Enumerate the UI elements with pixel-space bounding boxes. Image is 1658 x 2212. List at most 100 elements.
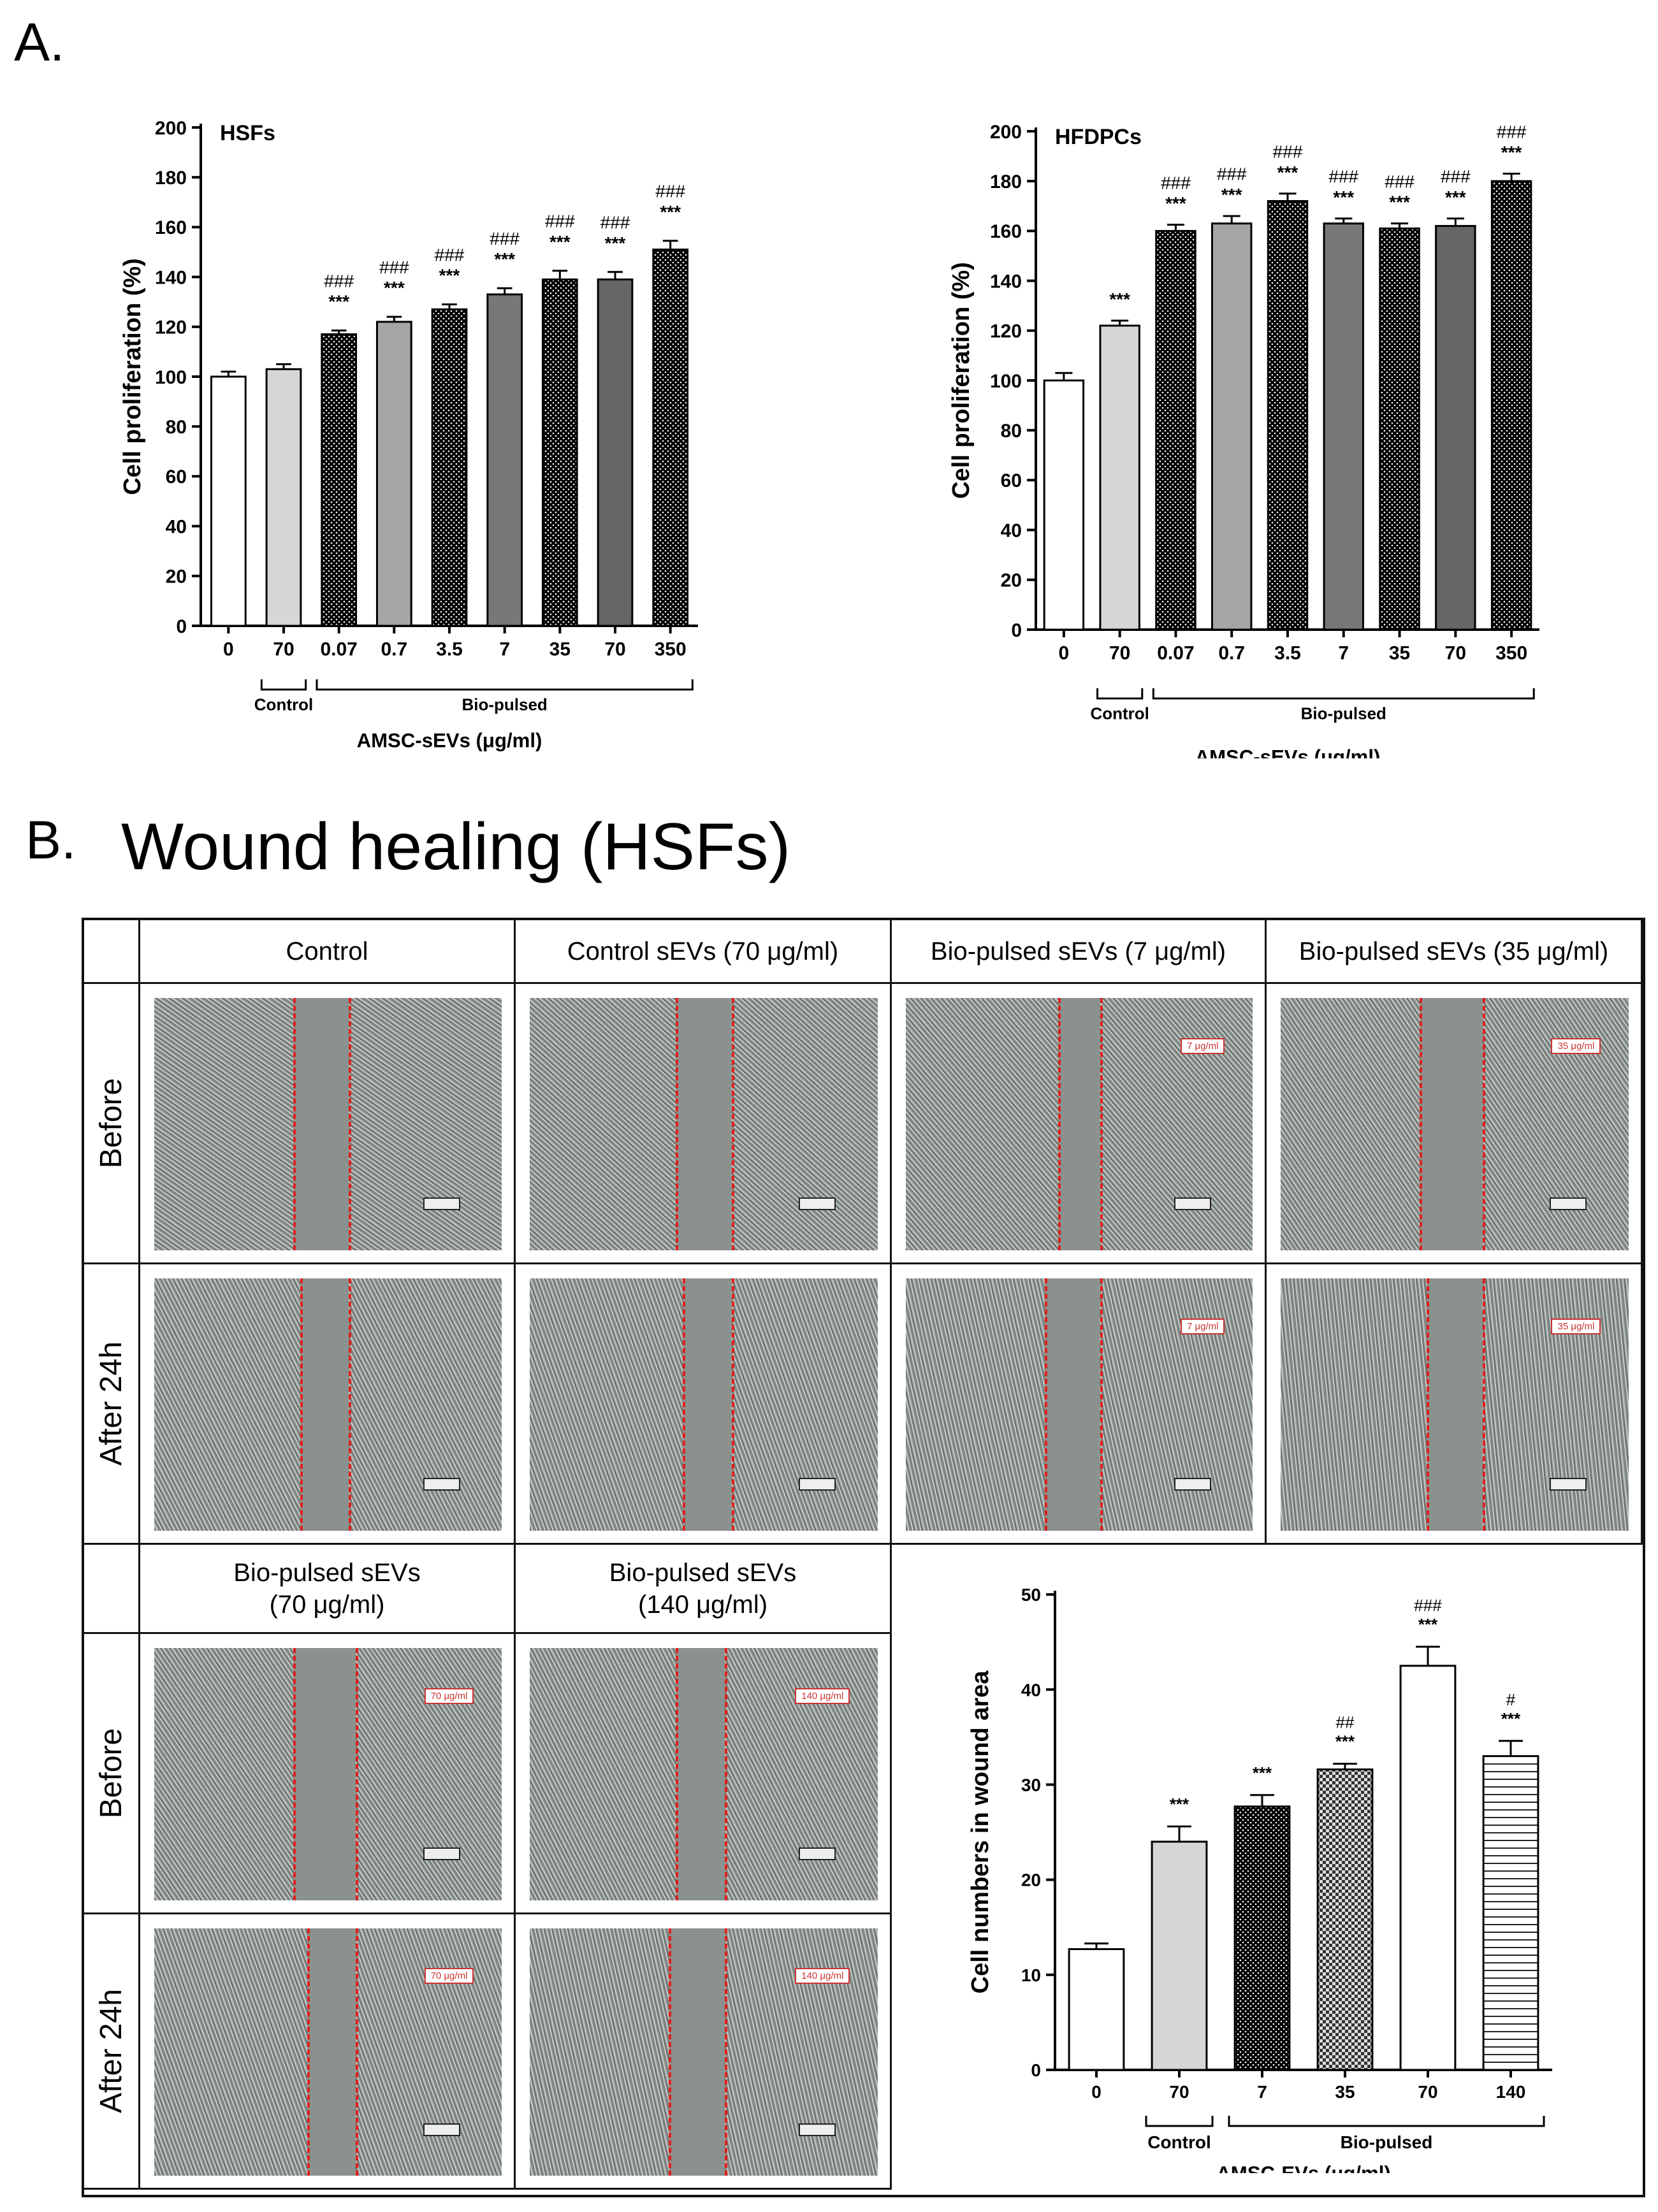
y-tick-label: 20	[166, 567, 187, 588]
y-tick-label: 140	[990, 271, 1022, 292]
wound-edge-line	[731, 1278, 734, 1531]
hsfs-proliferation-chart: HSFs 0 20 40 60 80 100 120 140 160 180 200 Cell prol…	[119, 118, 698, 752]
table-corner	[84, 920, 140, 984]
concentration-tag: 70 μg/ml	[424, 1688, 474, 1705]
row-label: After 24h	[84, 1264, 140, 1545]
image-cell	[516, 984, 892, 1264]
x-tick-label: 0	[1091, 2082, 1102, 2102]
x-tick-label: 7	[1257, 2082, 1267, 2102]
y-tick-label: 80	[166, 417, 187, 438]
microscopy-image: 7 μg/ml	[906, 1278, 1253, 1531]
scale-bar	[799, 1477, 836, 1491]
group-label: Bio-pulsed	[1301, 704, 1386, 723]
bar	[1211, 222, 1253, 631]
significance-star: ***	[1501, 142, 1522, 162]
group-bracket	[1145, 2116, 1214, 2127]
y-tick-label: 140	[155, 267, 187, 288]
x-tick-label: 70	[273, 639, 294, 660]
scale-bar	[799, 1847, 836, 1860]
image-cell	[140, 1914, 516, 2190]
bar	[486, 293, 523, 627]
bar	[431, 308, 468, 627]
bar	[210, 375, 247, 627]
significance-hash: ###	[1497, 122, 1527, 141]
image-cell	[1267, 1264, 1643, 1545]
panel-a-label: A.	[14, 12, 65, 72]
significance-hash: ###	[1273, 142, 1303, 162]
wound-edge-line	[669, 1928, 672, 2176]
y-tick-label: 30	[1021, 1775, 1041, 1795]
x-tick-label: 35	[549, 639, 571, 660]
wound-edge-line	[349, 998, 352, 1250]
y-tick-label: 40	[1021, 1680, 1041, 1700]
y-tick-label: 0	[1031, 2060, 1041, 2080]
wound-edge-line	[356, 1928, 359, 2176]
x-tick-label: 140	[1496, 2082, 1526, 2102]
y-tick-label: 20	[1021, 1870, 1041, 1890]
significance-star: ***	[384, 278, 405, 298]
column-header: Control	[140, 920, 516, 984]
bar	[541, 278, 578, 627]
wound-edge-line	[1058, 998, 1061, 1250]
x-tick-label: 70	[1169, 2082, 1189, 2102]
y-tick-label: 100	[155, 367, 187, 388]
scale-bar	[1550, 1197, 1587, 1210]
wound-edge-line	[1100, 1278, 1103, 1531]
wound-edge-line	[683, 1278, 686, 1531]
x-tick-label: 0.07	[320, 639, 357, 660]
significance-hash: ###	[655, 182, 685, 201]
y-tick-label: 0	[1011, 620, 1022, 641]
y-tick-label: 180	[155, 168, 187, 189]
concentration-tag: 7 μg/ml	[1180, 1038, 1225, 1055]
significance-hash: ###	[545, 212, 575, 231]
bar	[1379, 227, 1420, 631]
significance-hash: ###	[1217, 164, 1247, 184]
significance-star: ***	[1445, 187, 1466, 207]
bar	[1155, 229, 1196, 631]
y-tick-label: 10	[1021, 1965, 1041, 1985]
x-tick-label: 70	[1445, 643, 1466, 664]
x-tick-label: 350	[1495, 643, 1527, 664]
scale-bar	[799, 1197, 836, 1210]
wound-edge-line	[307, 1928, 310, 2176]
y-tick-label: 200	[155, 118, 187, 139]
scale-bar	[799, 2123, 836, 2136]
wound-edge-line	[724, 1928, 727, 2176]
microscopy-image: 140 μg/ml	[530, 1648, 878, 1900]
significance-hash: ###	[1161, 173, 1191, 192]
panel-b-title: Wound healing (HSFs)	[121, 810, 791, 884]
bar	[1482, 1755, 1539, 2071]
concentration-tag: 70 μg/ml	[424, 1968, 474, 1984]
x-tick-label: 0.7	[381, 639, 407, 660]
x-tick-label: 70	[604, 639, 625, 660]
y-tick-label: 120	[155, 317, 187, 338]
y-tick-label: 120	[990, 321, 1022, 342]
chart-title: HSFs	[220, 121, 275, 145]
wound-edge-line	[1100, 998, 1103, 1250]
bar	[1316, 1768, 1374, 2071]
wound-edge-line	[356, 1648, 359, 1900]
bar	[1043, 379, 1085, 631]
column-header: Bio-pulsed sEVs (35 μg/ml)	[1267, 920, 1643, 984]
group-label: Bio-pulsed	[1341, 2132, 1433, 2152]
bar	[1151, 1840, 1208, 2071]
x-tick-label: 35	[1335, 2082, 1355, 2102]
significance-hash: ###	[1441, 167, 1471, 187]
group-label: Control	[1147, 2132, 1211, 2152]
x-tick-label: 0	[223, 639, 234, 660]
bar	[1435, 225, 1476, 631]
significance-hash: ###	[324, 271, 354, 291]
y-tick-label: 160	[990, 221, 1022, 242]
table-corner	[84, 1545, 140, 1634]
significance-star: ***	[1165, 194, 1186, 213]
x-tick-label: 70	[1418, 2082, 1437, 2102]
wound-cell-count-chart: 0 10 20 30 40 50 Cell numbers in wound area 0 **…	[967, 1585, 1552, 2173]
bar	[1099, 324, 1140, 631]
significance-star: ***	[328, 292, 349, 312]
y-tick-label: 50	[1021, 1585, 1041, 1605]
scale-bar	[1174, 1197, 1211, 1210]
x-axis-label: AMSC-EVs (μg/ml)	[1216, 2162, 1391, 2173]
wound-edge-line	[731, 998, 734, 1250]
significance-star: ***	[660, 202, 681, 222]
bar	[652, 249, 689, 627]
